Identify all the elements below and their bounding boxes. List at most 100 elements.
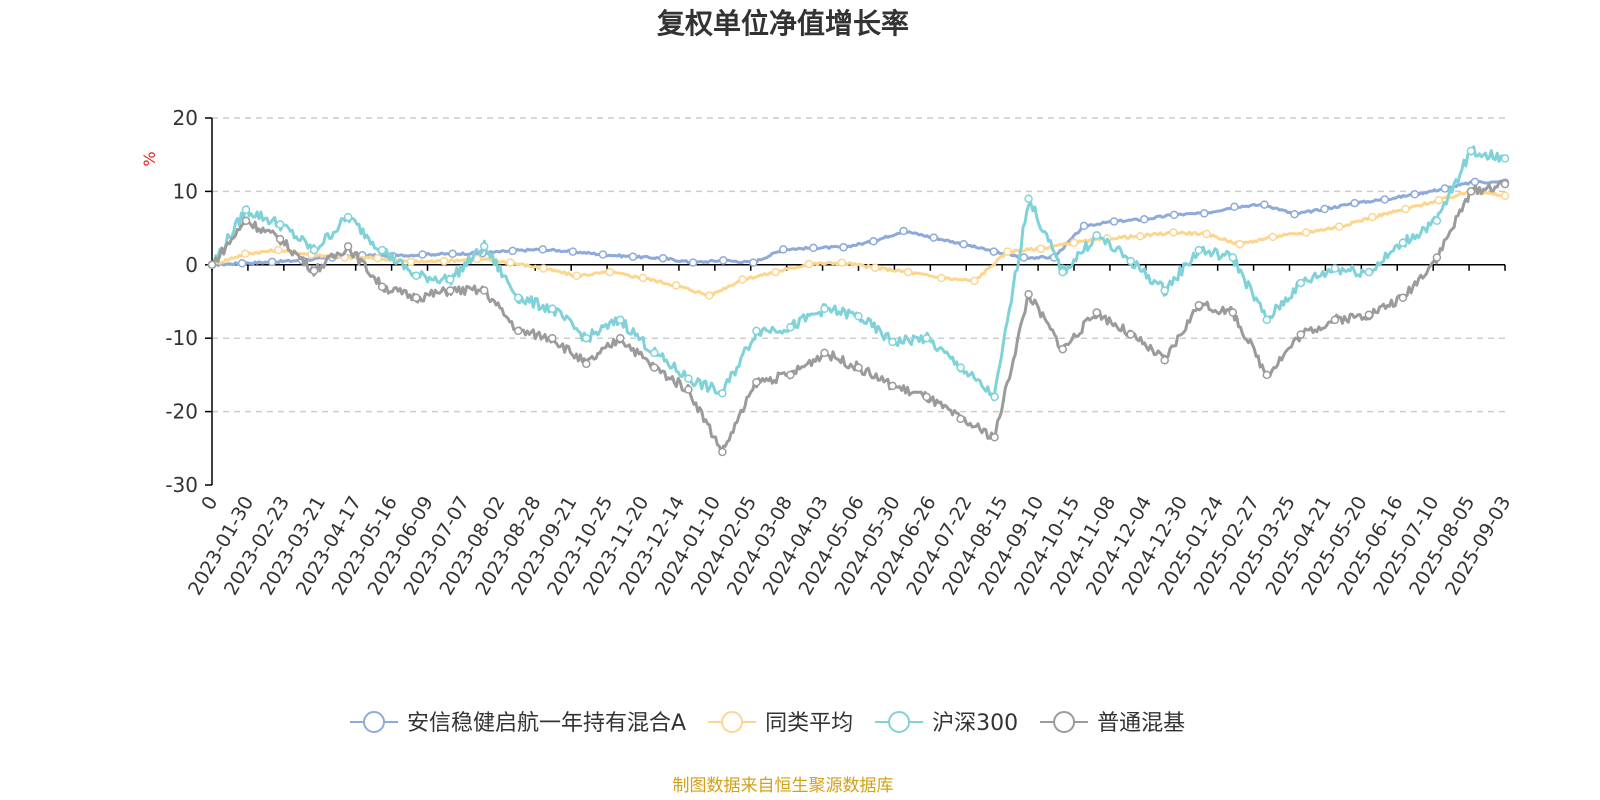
- data-point: [1466, 187, 1476, 196]
- data-point: [990, 392, 999, 402]
- data-point: [684, 374, 693, 383]
- data-point: [1194, 300, 1204, 310]
- data-point: [899, 226, 908, 236]
- data-point: [598, 250, 608, 259]
- data-point: [1296, 330, 1306, 339]
- data-point: [820, 304, 829, 314]
- data-point: [650, 348, 659, 358]
- data-point: [1301, 228, 1311, 237]
- legend-item-mixed: 普通混基: [1040, 711, 1185, 736]
- data-point: [1410, 190, 1420, 199]
- data-point: [779, 245, 788, 254]
- data-point: [1290, 209, 1299, 219]
- x-tick-label: 0: [197, 493, 222, 514]
- data-point: [411, 293, 421, 303]
- data-point: [1500, 179, 1510, 189]
- data-point: [539, 264, 548, 273]
- legend-marker: [888, 711, 911, 733]
- data-point: [1320, 204, 1329, 214]
- legend-marker: [1053, 711, 1076, 733]
- legend: 安信稳健启航一年持有混合A 同类平均 沪深300 普通混基: [350, 711, 1185, 736]
- data-point: [1440, 184, 1450, 193]
- data-point: [309, 245, 319, 255]
- data-point: [1398, 238, 1408, 248]
- y-tick-label: -20: [165, 400, 198, 424]
- data-point: [1434, 195, 1443, 205]
- series-fund: [207, 177, 1510, 270]
- data-point: [616, 333, 625, 343]
- legend-label: 安信稳健启航一年持有混合A: [407, 711, 686, 736]
- data-point: [237, 259, 247, 268]
- legend-label: 普通混基: [1097, 711, 1185, 736]
- data-point: [1200, 209, 1209, 218]
- data-point: [903, 267, 913, 277]
- data-point: [343, 242, 353, 251]
- data-point: [572, 271, 581, 281]
- data-point: [1230, 202, 1239, 212]
- data-point: [1432, 253, 1442, 262]
- data-point: [922, 392, 931, 402]
- data-point: [1079, 221, 1089, 231]
- data-point: [343, 212, 353, 222]
- data-point: [448, 249, 457, 259]
- source-note: 制图数据来自恒生聚源数据库: [673, 776, 894, 796]
- y-axis-unit: %: [140, 151, 159, 166]
- data-point: [1334, 222, 1344, 231]
- data-point: [207, 260, 217, 270]
- data-point: [1003, 247, 1012, 256]
- data-point: [1364, 310, 1374, 319]
- data-point: [1364, 267, 1374, 277]
- data-point: [1260, 200, 1269, 209]
- data-point: [274, 245, 283, 255]
- data-point: [1228, 253, 1238, 262]
- data-point: [1109, 217, 1119, 226]
- data-point: [839, 242, 848, 252]
- data-point: [1092, 308, 1101, 317]
- data-point: [267, 257, 277, 267]
- series-hs300: [207, 145, 1510, 402]
- data-point: [804, 259, 814, 269]
- data-point: [1296, 278, 1306, 288]
- data-point: [970, 276, 979, 286]
- data-point: [418, 250, 427, 259]
- data-point: [241, 205, 251, 215]
- data-point: [1330, 264, 1340, 273]
- data-point: [513, 326, 523, 336]
- data-point: [1069, 238, 1079, 248]
- data-point: [752, 377, 761, 387]
- data-point: [406, 257, 416, 267]
- data-point: [1268, 232, 1278, 242]
- data-point: [718, 256, 728, 265]
- data-point: [820, 348, 829, 358]
- data-point: [1368, 212, 1377, 222]
- data-point: [582, 333, 591, 343]
- y-tick-label: -30: [165, 473, 198, 497]
- data-point: [616, 315, 625, 325]
- data-point: [959, 239, 968, 249]
- data-point: [479, 242, 489, 251]
- data-point: [937, 273, 946, 283]
- data-point: [1024, 194, 1033, 203]
- data-point: [749, 258, 758, 267]
- data-point: [854, 363, 863, 372]
- data-point: [929, 233, 938, 242]
- x-tick-labels: 02023-01-302023-02-232023-03-212023-04-1…: [184, 493, 1515, 600]
- data-point: [1202, 229, 1211, 239]
- y-tick-label: -10: [165, 326, 198, 350]
- y-tick-label: 20: [173, 106, 198, 130]
- y-tick-label: 10: [173, 179, 198, 203]
- data-point: [1058, 344, 1067, 354]
- data-point: [1136, 231, 1145, 241]
- data-point: [870, 263, 880, 272]
- data-point: [771, 267, 780, 277]
- data-point: [922, 333, 931, 343]
- legend-label: 同类平均: [765, 711, 853, 736]
- data-point: [275, 234, 285, 244]
- data-point: [638, 273, 648, 283]
- data-point: [445, 275, 455, 284]
- data-point: [1330, 315, 1340, 325]
- data-point: [1235, 239, 1245, 249]
- data-point: [809, 243, 818, 253]
- data-point: [373, 253, 383, 263]
